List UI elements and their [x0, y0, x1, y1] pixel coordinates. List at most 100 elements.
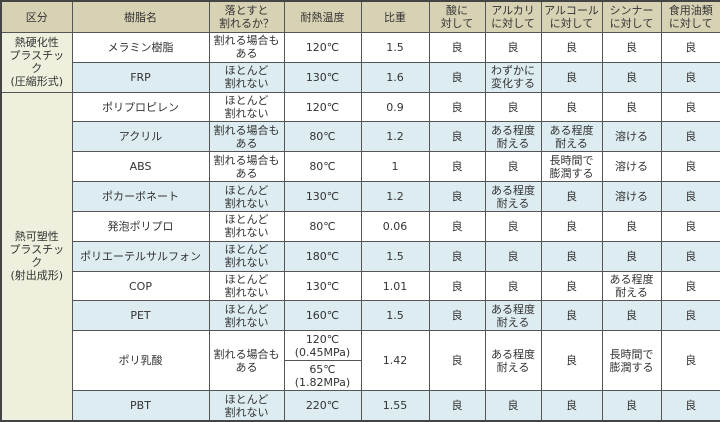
table-row: PET ほとんど 割れない 160℃ 1.5 良ある程度 耐える良良良 — [1, 300, 720, 332]
specific-gravity: 0.06 — [360, 210, 430, 242]
resin-name: PBT — [71, 390, 210, 422]
heat-resistance: 65℃ (1.82MPa) — [283, 360, 362, 392]
alcohol-resistance: 良 — [540, 181, 603, 212]
heat-resistance: 120℃ — [283, 32, 362, 63]
table-row: PBT ほとんど 割れない 220℃ 1.55 良良良良良 — [1, 390, 720, 422]
resin-name: ABS — [71, 151, 210, 183]
oil-resistance: 良 — [660, 300, 720, 332]
drop-resistance: ほとんど 割れない — [208, 240, 285, 272]
column-header: 比重 — [360, 0, 430, 33]
alcohol-resistance: 良 — [540, 330, 603, 392]
column-header: 区分 — [0, 0, 73, 33]
heat-resistance: 130℃ — [283, 181, 362, 212]
column-header: シンナー に対して — [601, 0, 662, 33]
acid-resistance: 良 — [428, 91, 486, 123]
column-header: 酸に 対して — [428, 0, 486, 33]
resin-name: アクリル — [71, 121, 210, 153]
alkali-resistance: 良 — [484, 151, 542, 183]
column-header: アルコール に対して — [540, 0, 603, 33]
specific-gravity: 1.6 — [360, 61, 430, 93]
alkali-resistance: ある程度 耐える — [484, 300, 542, 332]
acid-resistance: 良 — [428, 300, 486, 332]
heat-resistance: 80℃ — [283, 121, 362, 153]
table-row: ポリエーテルサルフォン ほとんど 割れない 180℃ 1.5 良良良良良 — [1, 240, 720, 272]
acid-resistance: 良 — [428, 240, 486, 272]
heat-resistance: 80℃ — [283, 210, 362, 242]
thinner-resistance: 長時間で 膨潤する — [601, 330, 662, 392]
oil-resistance: 良 — [660, 240, 720, 272]
column-header: 樹脂名 — [71, 0, 210, 33]
column-header: 耐熱温度 — [283, 0, 362, 33]
alcohol-resistance: 良 — [540, 240, 603, 272]
thinner-resistance: 良 — [601, 91, 662, 123]
resin-name: 発泡ポリプロ — [71, 210, 210, 242]
specific-gravity: 1.2 — [360, 121, 430, 153]
heat-resistance: 130℃ — [283, 270, 362, 302]
oil-resistance: 良 — [660, 151, 720, 183]
oil-resistance: 良 — [660, 181, 720, 212]
oil-resistance: 良 — [660, 91, 720, 123]
column-header: アルカリ に対して — [484, 0, 542, 33]
oil-resistance: 良 — [660, 210, 720, 242]
heat-resistance: 80℃ — [283, 151, 362, 183]
specific-gravity: 1.2 — [360, 181, 430, 212]
resin-name: ポリ乳酸 — [71, 330, 210, 392]
drop-resistance: ほとんど 割れない — [208, 61, 285, 93]
resin-name: COP — [71, 270, 210, 302]
heat-resistance: 120℃ — [283, 91, 362, 123]
oil-resistance: 良 — [660, 61, 720, 93]
column-header: 落とすと 割れるか？ — [208, 0, 285, 33]
table-row: 熱硬化性 プラスチック (圧縮形式) メラミン樹脂 割れる場合も ある 120℃ 1.5 良良良… — [0, 32, 720, 93]
drop-resistance: ほとんど 割れない — [208, 210, 285, 242]
table-row: COP ほとんど 割れない 130℃ 1.01 良良良ある程度 耐える良 — [1, 270, 720, 302]
thinner-resistance: 良 — [601, 32, 662, 63]
alkali-resistance: ある程度 耐える — [484, 121, 542, 153]
specific-gravity: 1.5 — [360, 300, 430, 332]
thinner-resistance: 良 — [601, 390, 662, 422]
alcohol-resistance: ある程度 耐える — [540, 121, 603, 153]
drop-resistance: 割れる場合も ある — [208, 121, 285, 153]
alkali-resistance: ある程度 耐える — [484, 330, 542, 392]
alcohol-resistance: 良 — [540, 390, 603, 422]
table-subrow: 65℃ (1.82MPa) — [1, 360, 720, 392]
heat-resistance: 160℃ — [283, 300, 362, 332]
drop-resistance: ほとんど 割れない — [208, 181, 285, 212]
alkali-resistance: 良 — [484, 210, 542, 242]
table-row: FRP ほとんど 割れない 130℃ 1.6 良わずかに 変化する良良良 — [1, 61, 720, 93]
oil-resistance: 良 — [660, 32, 720, 63]
alcohol-resistance: 長時間で 膨潤する — [540, 151, 603, 183]
table-row: 発泡ポリプロ ほとんど 割れない 80℃ 0.06 良良良良良 — [1, 210, 720, 242]
alcohol-resistance: 良 — [540, 300, 603, 332]
specific-gravity: 1.01 — [360, 270, 430, 302]
specific-gravity: 1 — [360, 151, 430, 183]
thinner-resistance: 溶ける — [601, 121, 662, 153]
drop-resistance: ほとんど 割れない — [208, 300, 285, 332]
alcohol-resistance: 良 — [540, 91, 603, 123]
resin-name: PET — [71, 300, 210, 332]
acid-resistance: 良 — [428, 61, 486, 93]
oil-resistance: 良 — [660, 330, 720, 392]
thinner-resistance: 良 — [601, 240, 662, 272]
drop-resistance: ほとんど 割れない — [208, 390, 285, 422]
alcohol-resistance: 良 — [540, 210, 603, 242]
alcohol-resistance: 良 — [540, 61, 603, 93]
acid-resistance: 良 — [428, 181, 486, 212]
table-row: 熱可塑性 プラスチック (射出成形) ポリプロピレン ほとんど 割れない 120℃ 0.9 良良… — [0, 91, 720, 422]
acid-resistance: 良 — [428, 151, 486, 183]
column-header: 食用油類 に対して — [660, 0, 720, 33]
thinner-resistance: 溶ける — [601, 151, 662, 183]
resin-name: ポリエーテルサルフォン — [71, 240, 210, 272]
alcohol-resistance: 良 — [540, 32, 603, 63]
oil-resistance: 良 — [660, 121, 720, 153]
alkali-resistance: 良 — [484, 91, 542, 123]
alkali-resistance: 良 — [484, 390, 542, 422]
alkali-resistance: 良 — [484, 240, 542, 272]
drop-resistance: 割れる場合も ある — [208, 330, 285, 392]
resin-name: ポカーボネート — [71, 181, 210, 212]
drop-resistance: ほとんど 割れない — [208, 270, 285, 302]
alkali-resistance: 良 — [484, 270, 542, 302]
specific-gravity: 1.55 — [360, 390, 430, 422]
category-cell: 熱硬化性 プラスチック (圧縮形式) — [0, 32, 73, 93]
specific-gravity: 1.42 — [360, 330, 430, 392]
